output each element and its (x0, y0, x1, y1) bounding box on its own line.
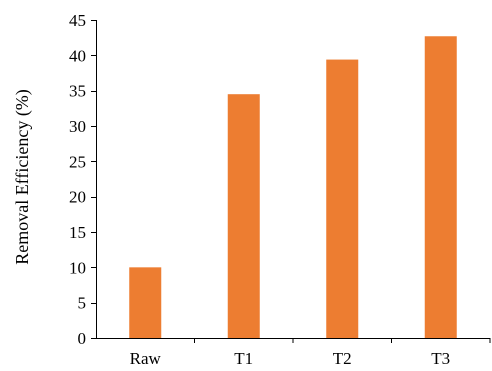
bar-raw (129, 267, 162, 338)
y-tick-label: 45 (69, 11, 86, 30)
x-axis-ticks: Raw T1 T2 T3 (130, 338, 491, 368)
y-tick-label: 40 (69, 46, 86, 65)
y-tick-label: 15 (69, 223, 86, 242)
y-axis-title: Removal Efficiency (%) (12, 89, 33, 265)
bar-t3 (424, 36, 457, 339)
y-tick-label: 10 (69, 258, 86, 277)
y-tick-label: 30 (69, 117, 86, 136)
y-tick-label: 35 (69, 82, 86, 101)
x-tick-label: T2 (333, 349, 352, 368)
y-axis-ticks: 0 5 10 15 20 25 30 35 40 45 (69, 11, 96, 348)
y-tick-label: 25 (69, 152, 86, 171)
x-tick-label: T3 (431, 349, 450, 368)
bar-t2 (326, 59, 359, 338)
x-tick-label: Raw (130, 349, 162, 368)
y-tick-label: 5 (78, 294, 87, 313)
y-tick-label: 20 (69, 188, 86, 207)
bars-group (129, 36, 457, 339)
bar-t1 (227, 94, 260, 338)
x-tick-label: T1 (234, 349, 253, 368)
y-tick-label: 0 (78, 329, 87, 348)
